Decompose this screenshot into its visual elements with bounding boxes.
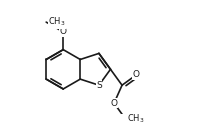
Text: O: O <box>111 99 117 108</box>
Text: O: O <box>133 70 140 79</box>
Text: S: S <box>96 81 102 90</box>
Text: O: O <box>60 27 67 36</box>
Text: CH$_3$: CH$_3$ <box>127 113 145 125</box>
Text: CH$_3$: CH$_3$ <box>48 16 65 28</box>
